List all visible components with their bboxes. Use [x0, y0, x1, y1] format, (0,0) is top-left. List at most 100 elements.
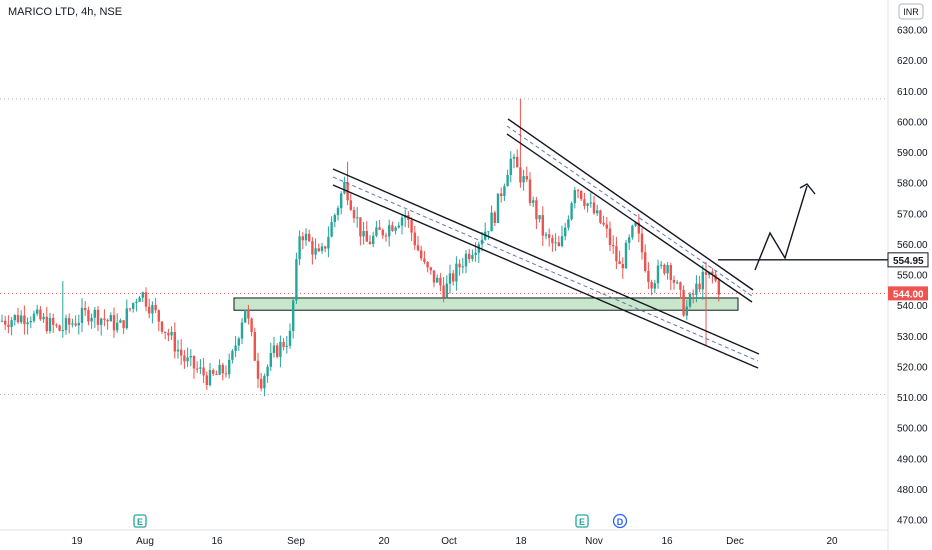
candle	[202, 358, 205, 384]
candle	[653, 279, 656, 294]
candle	[493, 210, 496, 227]
candle-body	[711, 271, 714, 275]
candle	[276, 343, 279, 359]
candle	[644, 244, 647, 273]
candle	[285, 335, 288, 354]
candle	[365, 221, 368, 242]
candle-body	[564, 227, 567, 237]
candle	[583, 192, 586, 210]
candle-body	[128, 308, 132, 310]
candle	[269, 342, 272, 371]
candle	[189, 349, 192, 367]
candle	[324, 245, 327, 253]
currency-button-label[interactable]: INR	[903, 7, 919, 17]
candle	[490, 205, 493, 232]
candle-body	[224, 373, 228, 375]
candle	[157, 309, 160, 332]
candle-body	[429, 267, 432, 271]
candle-body	[423, 258, 426, 263]
lower-channel-upper-line[interactable]	[332, 168, 760, 355]
candle-body	[448, 273, 452, 284]
candle	[528, 172, 532, 207]
candle-body	[36, 309, 39, 314]
candle-body	[212, 370, 215, 374]
candle-body	[532, 200, 535, 203]
candle	[452, 270, 455, 286]
support-zone-rect[interactable]	[233, 297, 739, 311]
candle-body	[119, 320, 122, 323]
candle-body	[701, 271, 704, 290]
candle-body	[100, 318, 103, 325]
candle	[356, 207, 359, 228]
candle	[618, 250, 621, 265]
candle-body	[13, 315, 16, 321]
candle-body	[455, 263, 458, 282]
candle	[701, 264, 704, 300]
lower-channel-lower-line[interactable]	[332, 184, 759, 369]
candle	[516, 149, 519, 168]
candle-body	[644, 252, 647, 271]
candle-body	[452, 273, 455, 282]
candle	[154, 298, 157, 314]
currency-button-frame[interactable]	[898, 3, 924, 20]
candle	[362, 221, 365, 245]
candle	[186, 347, 189, 368]
trendline-drawings[interactable]	[332, 118, 888, 369]
candle	[560, 225, 564, 248]
currency-button[interactable]: INR	[898, 3, 924, 20]
price-tick-label: 590.00	[897, 148, 928, 159]
candle	[474, 242, 477, 262]
time-tick-label: 16	[661, 536, 673, 547]
candle-body	[42, 316, 45, 320]
candle	[93, 306, 96, 329]
candle-body	[199, 367, 202, 369]
event-frame[interactable]	[612, 513, 628, 529]
price-tick-label: 580.00	[897, 179, 928, 190]
event-frame[interactable]	[575, 514, 589, 528]
candle-body	[500, 193, 503, 196]
earnings-event-marker[interactable]: E	[133, 514, 147, 528]
candle	[13, 314, 16, 326]
candle-body	[637, 222, 640, 234]
marked-level-label: 554.95	[887, 252, 929, 268]
candle	[221, 362, 224, 381]
candle-body	[23, 315, 26, 325]
time-tick-label: Nov	[585, 536, 603, 547]
candle-body	[605, 224, 608, 229]
earnings-event-marker[interactable]: E	[575, 514, 589, 528]
candle-body	[298, 236, 301, 260]
event-frame[interactable]	[133, 514, 147, 528]
projection-arrowhead[interactable]	[799, 183, 816, 195]
candle-body	[583, 199, 586, 206]
candle	[445, 275, 448, 299]
candle	[106, 318, 109, 330]
lower-channel-mid-line[interactable]	[332, 176, 759, 362]
candle	[439, 273, 442, 292]
candle-body	[397, 225, 400, 228]
candle	[45, 306, 48, 334]
candle-body	[391, 225, 394, 231]
candle-body	[378, 227, 381, 230]
candle-body	[519, 167, 522, 183]
upper-channel-upper-line[interactable]	[507, 118, 754, 291]
upper-channel-mid-line[interactable]	[506, 125, 753, 297]
candle-body	[557, 242, 560, 247]
candle	[404, 209, 407, 228]
projection-path[interactable]	[754, 185, 808, 271]
candle	[695, 275, 698, 303]
candle	[503, 183, 506, 202]
candle	[698, 275, 701, 293]
candle-body	[311, 241, 314, 255]
candle	[16, 307, 20, 324]
candle	[23, 305, 26, 335]
candle	[298, 230, 301, 266]
upper-channel-lower-line[interactable]	[506, 133, 753, 303]
dividend-event-marker[interactable]: D	[612, 513, 628, 529]
price-tick-label: 500.00	[897, 424, 928, 435]
candle-body	[215, 373, 218, 375]
candle-body	[288, 330, 292, 346]
candle	[359, 217, 362, 246]
candle	[336, 205, 340, 221]
